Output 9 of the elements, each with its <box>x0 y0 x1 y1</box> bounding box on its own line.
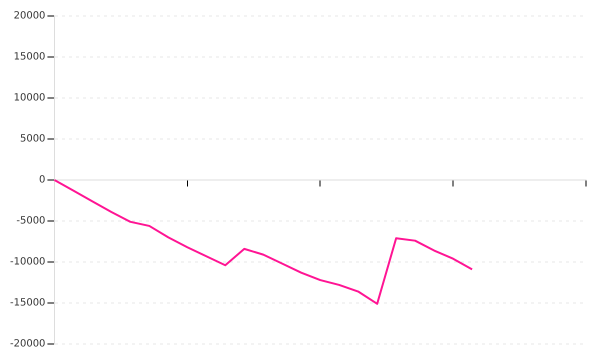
y-tick-label: 0 <box>39 174 46 186</box>
y-tick-label: -10000 <box>10 256 46 268</box>
y-tick-label: -5000 <box>16 216 46 227</box>
y-tick-label: -20000 <box>10 338 46 350</box>
y-tick-label: 15000 <box>14 52 46 63</box>
y-tick-label: 10000 <box>14 92 46 104</box>
y-tick-label: -15000 <box>10 298 46 309</box>
y-tick-label: 20000 <box>14 10 46 22</box>
y-tick-label: 5000 <box>20 134 46 145</box>
